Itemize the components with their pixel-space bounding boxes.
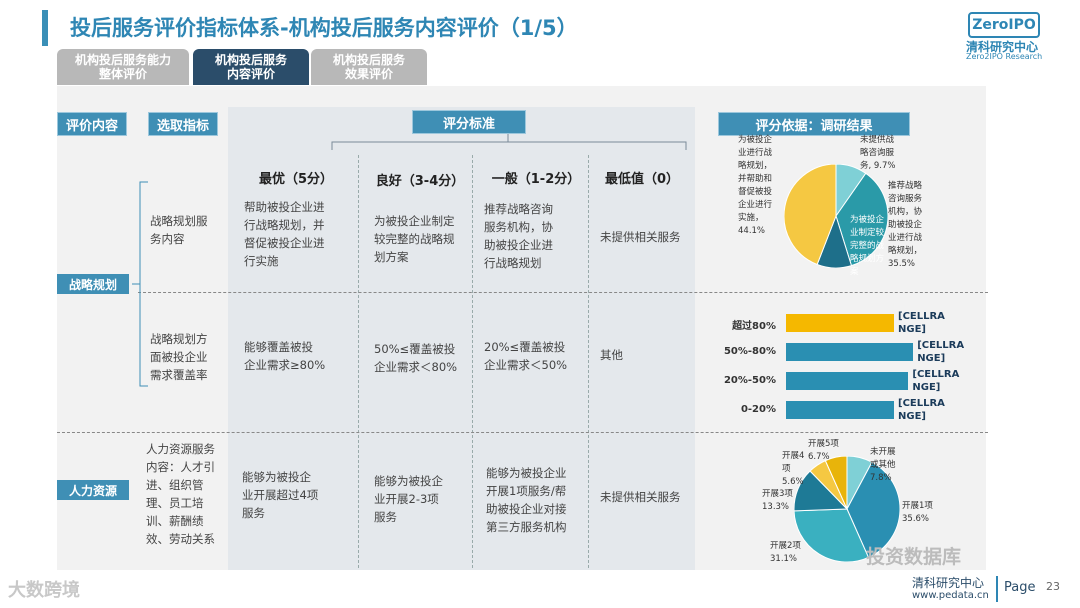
pie1-label-recommend: 推荐战略 咨询服务 机构，协 助被投企 业进行战 略规划， 35.5% bbox=[888, 181, 923, 269]
zero2ipo-logo: ZeroIPO bbox=[968, 12, 1040, 38]
row2-good: 50%≤覆盖被投 企业需求＜80% bbox=[374, 342, 458, 374]
pie2-label-2: 开展2项 31.1% bbox=[770, 541, 801, 564]
column-separator bbox=[358, 155, 359, 568]
row3-best: 能够为被投企 业开展超过4项 服务 bbox=[242, 470, 319, 520]
header-scoring-standard: 评分标准 bbox=[412, 110, 526, 134]
level-good: 良好（3-4分） bbox=[375, 174, 465, 189]
page-number: 23 bbox=[1046, 580, 1060, 593]
bar-value-label: [CELLRA NGE] bbox=[912, 369, 960, 393]
hr-pie-slice-1 bbox=[846, 461, 900, 559]
tab-overall-capability[interactable]: 机构投后服务能力 整体评价 bbox=[57, 49, 189, 85]
hr-pie-chart bbox=[794, 456, 900, 562]
row1-lowest: 未提供相关服务 bbox=[600, 230, 681, 244]
header-scoring-basis: 评分依据：调研结果 bbox=[718, 112, 910, 136]
strategy-pie-slice-3 bbox=[784, 164, 837, 266]
bar-label-0-20: 0-20% bbox=[740, 404, 776, 415]
bar-label-50-80: 50%-80% bbox=[723, 346, 776, 357]
page-label: Page bbox=[1004, 580, 1036, 595]
bar-50-80 bbox=[786, 343, 914, 361]
hr-pie-slice-5 bbox=[824, 456, 848, 510]
pie1-label-none: 未提供战 略咨询服 务, 9.7% bbox=[860, 135, 896, 171]
indicator-strategy-content: 战略规划服 务内容 bbox=[150, 214, 208, 246]
pie2-label-5: 开展5项 6.7% bbox=[808, 439, 839, 462]
row3-fair: 能够为被投企业 开展1项服务/帮 助被投企业对接 第三方服务机构 bbox=[486, 466, 567, 534]
logo-en-text: Zero2IPO Research bbox=[966, 52, 1043, 61]
logo-cn-text: 清科研究中心 bbox=[966, 40, 1039, 54]
category-bracket bbox=[132, 181, 148, 387]
footer-url[interactable]: www.pedata.cn bbox=[912, 590, 989, 601]
bar-20-50 bbox=[786, 372, 909, 390]
category-strategy: 战略规划 bbox=[57, 274, 129, 294]
tab-service-content[interactable]: 机构投后服务 内容评价 bbox=[193, 49, 309, 85]
row-separator bbox=[138, 292, 988, 293]
header-selected-indicator: 选取指标 bbox=[148, 112, 218, 136]
level-best: 最优（5分） bbox=[258, 172, 334, 187]
pie1-label-plan: 为被投企 业制定较 完整的战 略规划方 案 bbox=[850, 215, 885, 277]
bar-over80 bbox=[786, 314, 894, 332]
strategy-pie-chart bbox=[784, 164, 888, 268]
level-fair: 一般（1-2分） bbox=[491, 172, 581, 187]
row1-best: 帮助被投企业进 行战略规划，并 督促被投企业进 行实施 bbox=[244, 200, 325, 268]
page-title: 投后服务评价指标体系-机构投后服务内容评价（1/5） bbox=[70, 16, 578, 40]
title-accent-bar bbox=[42, 10, 48, 46]
column-separator bbox=[472, 155, 473, 568]
pie1-label-implement: 为被投企 业进行战 略规划， 并帮助和 督促被投 企业进行 实施， 44.1% bbox=[738, 135, 773, 236]
pie2-label-1: 开展1项 35.6% bbox=[902, 501, 933, 524]
bar-label-over80: 超过80% bbox=[732, 321, 776, 332]
watermark-left: 大数跨境 bbox=[8, 580, 80, 601]
footer-divider bbox=[996, 576, 998, 602]
row1-good: 为被投企业制定 较完整的战略规 划方案 bbox=[374, 214, 455, 264]
bar-value-label: [CELLRA NGE] bbox=[898, 311, 945, 335]
watermark-right: 投资数据库 bbox=[866, 546, 962, 568]
hr-pie-slice-2 bbox=[794, 508, 870, 562]
row2-fair: 20%≤覆盖被投 企业需求＜50% bbox=[484, 340, 568, 372]
tab-service-effect[interactable]: 机构投后服务 效果评价 bbox=[311, 49, 427, 85]
row3-lowest: 未提供相关服务 bbox=[600, 490, 681, 504]
column-separator bbox=[588, 155, 589, 568]
scoring-bracket bbox=[331, 134, 687, 150]
level-lowest: 最低值（0） bbox=[604, 172, 680, 187]
bar-label-20-50: 20%-50% bbox=[723, 375, 776, 386]
row1-fair: 推荐战略咨询 服务机构，协 助被投企业进 行战略规划 bbox=[484, 202, 553, 270]
scoring-area-background bbox=[228, 107, 695, 570]
indicator-hr-content: 人力资源服务 内容：人才引 进、组织管 理、员工培 训、薪酬绩 效、劳动关系 bbox=[146, 442, 215, 546]
pie2-label-3: 开展3项 13.3% bbox=[762, 489, 793, 512]
bar-value-label: [CELLRA NGE] bbox=[917, 340, 965, 364]
header-evaluation-content: 评价内容 bbox=[57, 112, 127, 136]
row2-lowest: 其他 bbox=[600, 348, 623, 362]
bar-value-label: [CELLRA NGE] bbox=[898, 398, 945, 422]
row-separator bbox=[57, 432, 988, 433]
row2-best: 能够覆盖被投 企业需求≥80% bbox=[244, 340, 326, 372]
strategy-pie-slice-1 bbox=[835, 172, 888, 267]
footer-org: 清科研究中心 bbox=[912, 576, 985, 590]
category-hr: 人力资源 bbox=[57, 480, 129, 500]
indicator-strategy-coverage: 战略规划方 面被投企业 需求覆盖率 bbox=[150, 332, 208, 382]
pie2-label-4: 开展4项 5.6% bbox=[782, 451, 805, 487]
row3-good: 能够为被投企 业开展2-3项 服务 bbox=[374, 474, 443, 524]
pie2-label-none: 未开展 或其他 7.8% bbox=[870, 447, 896, 483]
bar-0-20 bbox=[786, 401, 894, 419]
